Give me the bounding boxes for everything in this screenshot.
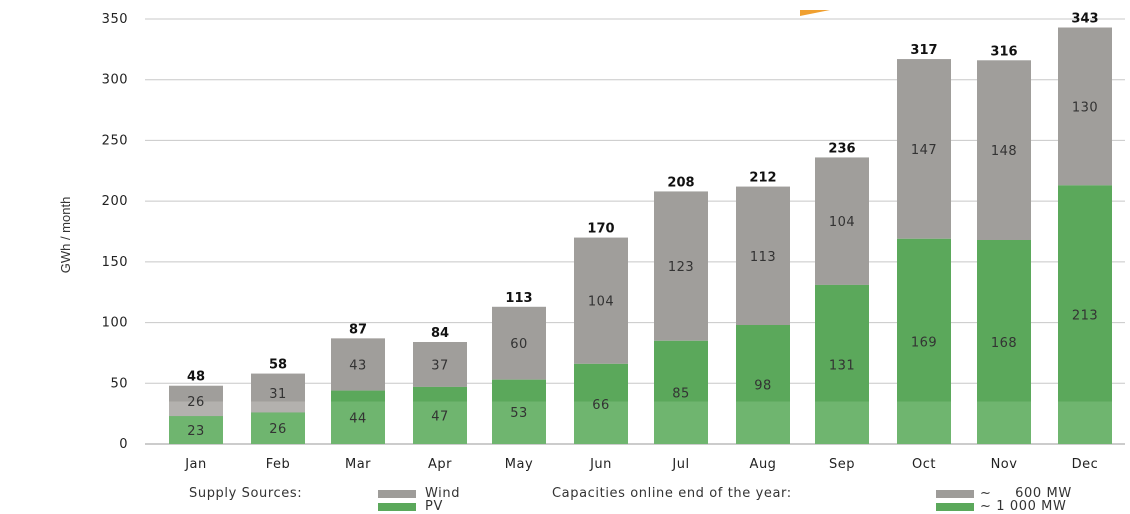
legend: Supply Sources: Wind PV Capacities onlin… xyxy=(0,484,1130,514)
pv-value-label: 168 xyxy=(991,336,1017,351)
total-value-label: 208 xyxy=(667,175,694,190)
wind-value-label: 123 xyxy=(668,260,694,275)
bar-wind-aug xyxy=(736,186,790,325)
bar-baseline-band xyxy=(815,401,869,444)
bar-wind-mar xyxy=(331,338,385,391)
pv-value-label: 47 xyxy=(431,409,449,424)
x-tick-label-jul: Jul xyxy=(671,457,689,472)
wind-value-label: 147 xyxy=(911,143,937,158)
bar-baseline-band xyxy=(977,401,1031,444)
total-value-label: 236 xyxy=(828,141,855,156)
legend-capacity-title: Capacities online end of the year: xyxy=(552,486,792,501)
total-value-label: 170 xyxy=(587,222,614,237)
y-tick-label: 250 xyxy=(102,133,128,148)
bar-baseline-band xyxy=(492,401,546,444)
x-axis-ticks: Jan Feb Mar Apr May Jun Jul Aug Sep Oct Nov Dec xyxy=(184,457,1098,472)
bar-baseline-band xyxy=(169,401,223,417)
legend-wind-capacity: ~ 600 MW xyxy=(980,486,1072,501)
legend-pv-swatch xyxy=(378,503,416,511)
total-value-label: 87 xyxy=(349,322,367,337)
orange-marker xyxy=(800,10,830,16)
wind-value-label: 104 xyxy=(829,215,855,230)
bar-baseline-band xyxy=(251,412,305,444)
y-tick-label: 300 xyxy=(102,73,128,88)
bar-wind-sep xyxy=(815,157,869,285)
y-tick-label: 150 xyxy=(102,255,128,270)
legend-wind-swatch xyxy=(378,490,416,498)
bar-wind-dec xyxy=(1058,27,1112,186)
wind-value-label: 104 xyxy=(588,295,614,310)
bar-wind-may xyxy=(492,306,546,380)
x-tick-label-feb: Feb xyxy=(266,457,291,472)
total-value-label: 84 xyxy=(431,326,449,341)
pv-value-label: 169 xyxy=(911,335,937,350)
total-value-label: 48 xyxy=(187,370,205,385)
pv-value-label: 213 xyxy=(1072,309,1098,324)
x-tick-label-jan: Jan xyxy=(184,457,207,472)
wind-value-label: 60 xyxy=(510,337,528,352)
total-value-label: 212 xyxy=(749,171,776,186)
pv-value-label: 66 xyxy=(592,398,610,413)
x-tick-label-mar: Mar xyxy=(345,457,371,472)
x-tick-label-sep: Sep xyxy=(829,457,855,472)
bar-baseline-band xyxy=(169,416,223,444)
x-tick-label-nov: Nov xyxy=(991,457,1018,472)
wind-value-label: 26 xyxy=(187,395,205,410)
x-tick-label-oct: Oct xyxy=(912,457,936,472)
pv-value-label: 98 xyxy=(754,379,772,394)
wind-value-label: 43 xyxy=(349,358,367,373)
wind-value-label: 113 xyxy=(750,250,776,265)
bar-wind-jun xyxy=(574,237,628,364)
bar-baseline-band xyxy=(574,401,628,444)
y-axis-label: GWh / month xyxy=(58,197,73,274)
legend-wind-label: Wind xyxy=(425,486,461,501)
pv-value-label: 131 xyxy=(829,358,855,373)
bar-wind-nov xyxy=(977,60,1031,241)
pv-value-label: 26 xyxy=(269,422,287,437)
total-value-label: 343 xyxy=(1071,12,1098,27)
bar-baseline-band xyxy=(251,401,305,413)
y-tick-label: 350 xyxy=(102,12,128,27)
y-tick-label: 200 xyxy=(102,194,128,209)
y-axis-ticks: 0 50 100 150 200 250 300 350 xyxy=(102,12,128,452)
gridlines xyxy=(145,18,1125,445)
total-value-label: 113 xyxy=(505,291,532,306)
pv-value-label: 44 xyxy=(349,411,367,426)
total-value-label: 316 xyxy=(990,44,1017,59)
y-tick-label: 100 xyxy=(102,316,128,331)
pv-value-label: 23 xyxy=(187,424,205,439)
pv-value-label: 85 xyxy=(672,386,690,401)
y-tick-label: 50 xyxy=(110,376,128,391)
bar-baseline-band xyxy=(413,401,467,444)
wind-value-label: 31 xyxy=(269,387,287,402)
stacked-bar-chart: 0 50 100 150 200 250 300 350 23 26 48 26 31 58 44 43 87… xyxy=(58,10,1125,472)
legend-pv-capacity: ~ 1 000 MW xyxy=(980,499,1067,514)
x-tick-label-dec: Dec xyxy=(1072,457,1099,472)
total-value-label: 58 xyxy=(269,358,287,373)
bar-baseline-band xyxy=(736,401,790,444)
x-tick-label-jun: Jun xyxy=(589,457,612,472)
total-value-label: 317 xyxy=(910,43,937,58)
bar-baseline-band xyxy=(897,401,951,444)
pv-value-label: 53 xyxy=(510,406,528,421)
bar-baseline-band xyxy=(331,401,385,444)
bar-wind-oct xyxy=(897,59,951,239)
wind-value-label: 37 xyxy=(431,358,449,373)
bar-baseline-band xyxy=(1058,401,1112,444)
x-tick-label-apr: Apr xyxy=(428,457,452,472)
wind-value-label: 130 xyxy=(1072,100,1098,115)
wind-value-label: 148 xyxy=(991,144,1017,159)
legend-wind-capacity-swatch xyxy=(936,490,974,498)
x-tick-label-may: May xyxy=(505,457,533,472)
x-tick-label-aug: Aug xyxy=(750,457,777,472)
bar-pv-dec xyxy=(1058,185,1112,444)
legend-pv-capacity-swatch xyxy=(936,503,974,511)
legend-supply-title: Supply Sources: xyxy=(189,486,303,501)
bar-baseline-band xyxy=(654,401,708,444)
bar-wind-apr xyxy=(413,342,467,387)
legend-pv-label: PV xyxy=(425,499,443,514)
bars: 23 26 48 26 31 58 44 43 87 47 37 84 53 60 113 66 104 170 8… xyxy=(169,12,1112,444)
bar-wind-jul xyxy=(654,191,708,341)
y-tick-label: 0 xyxy=(119,437,128,452)
